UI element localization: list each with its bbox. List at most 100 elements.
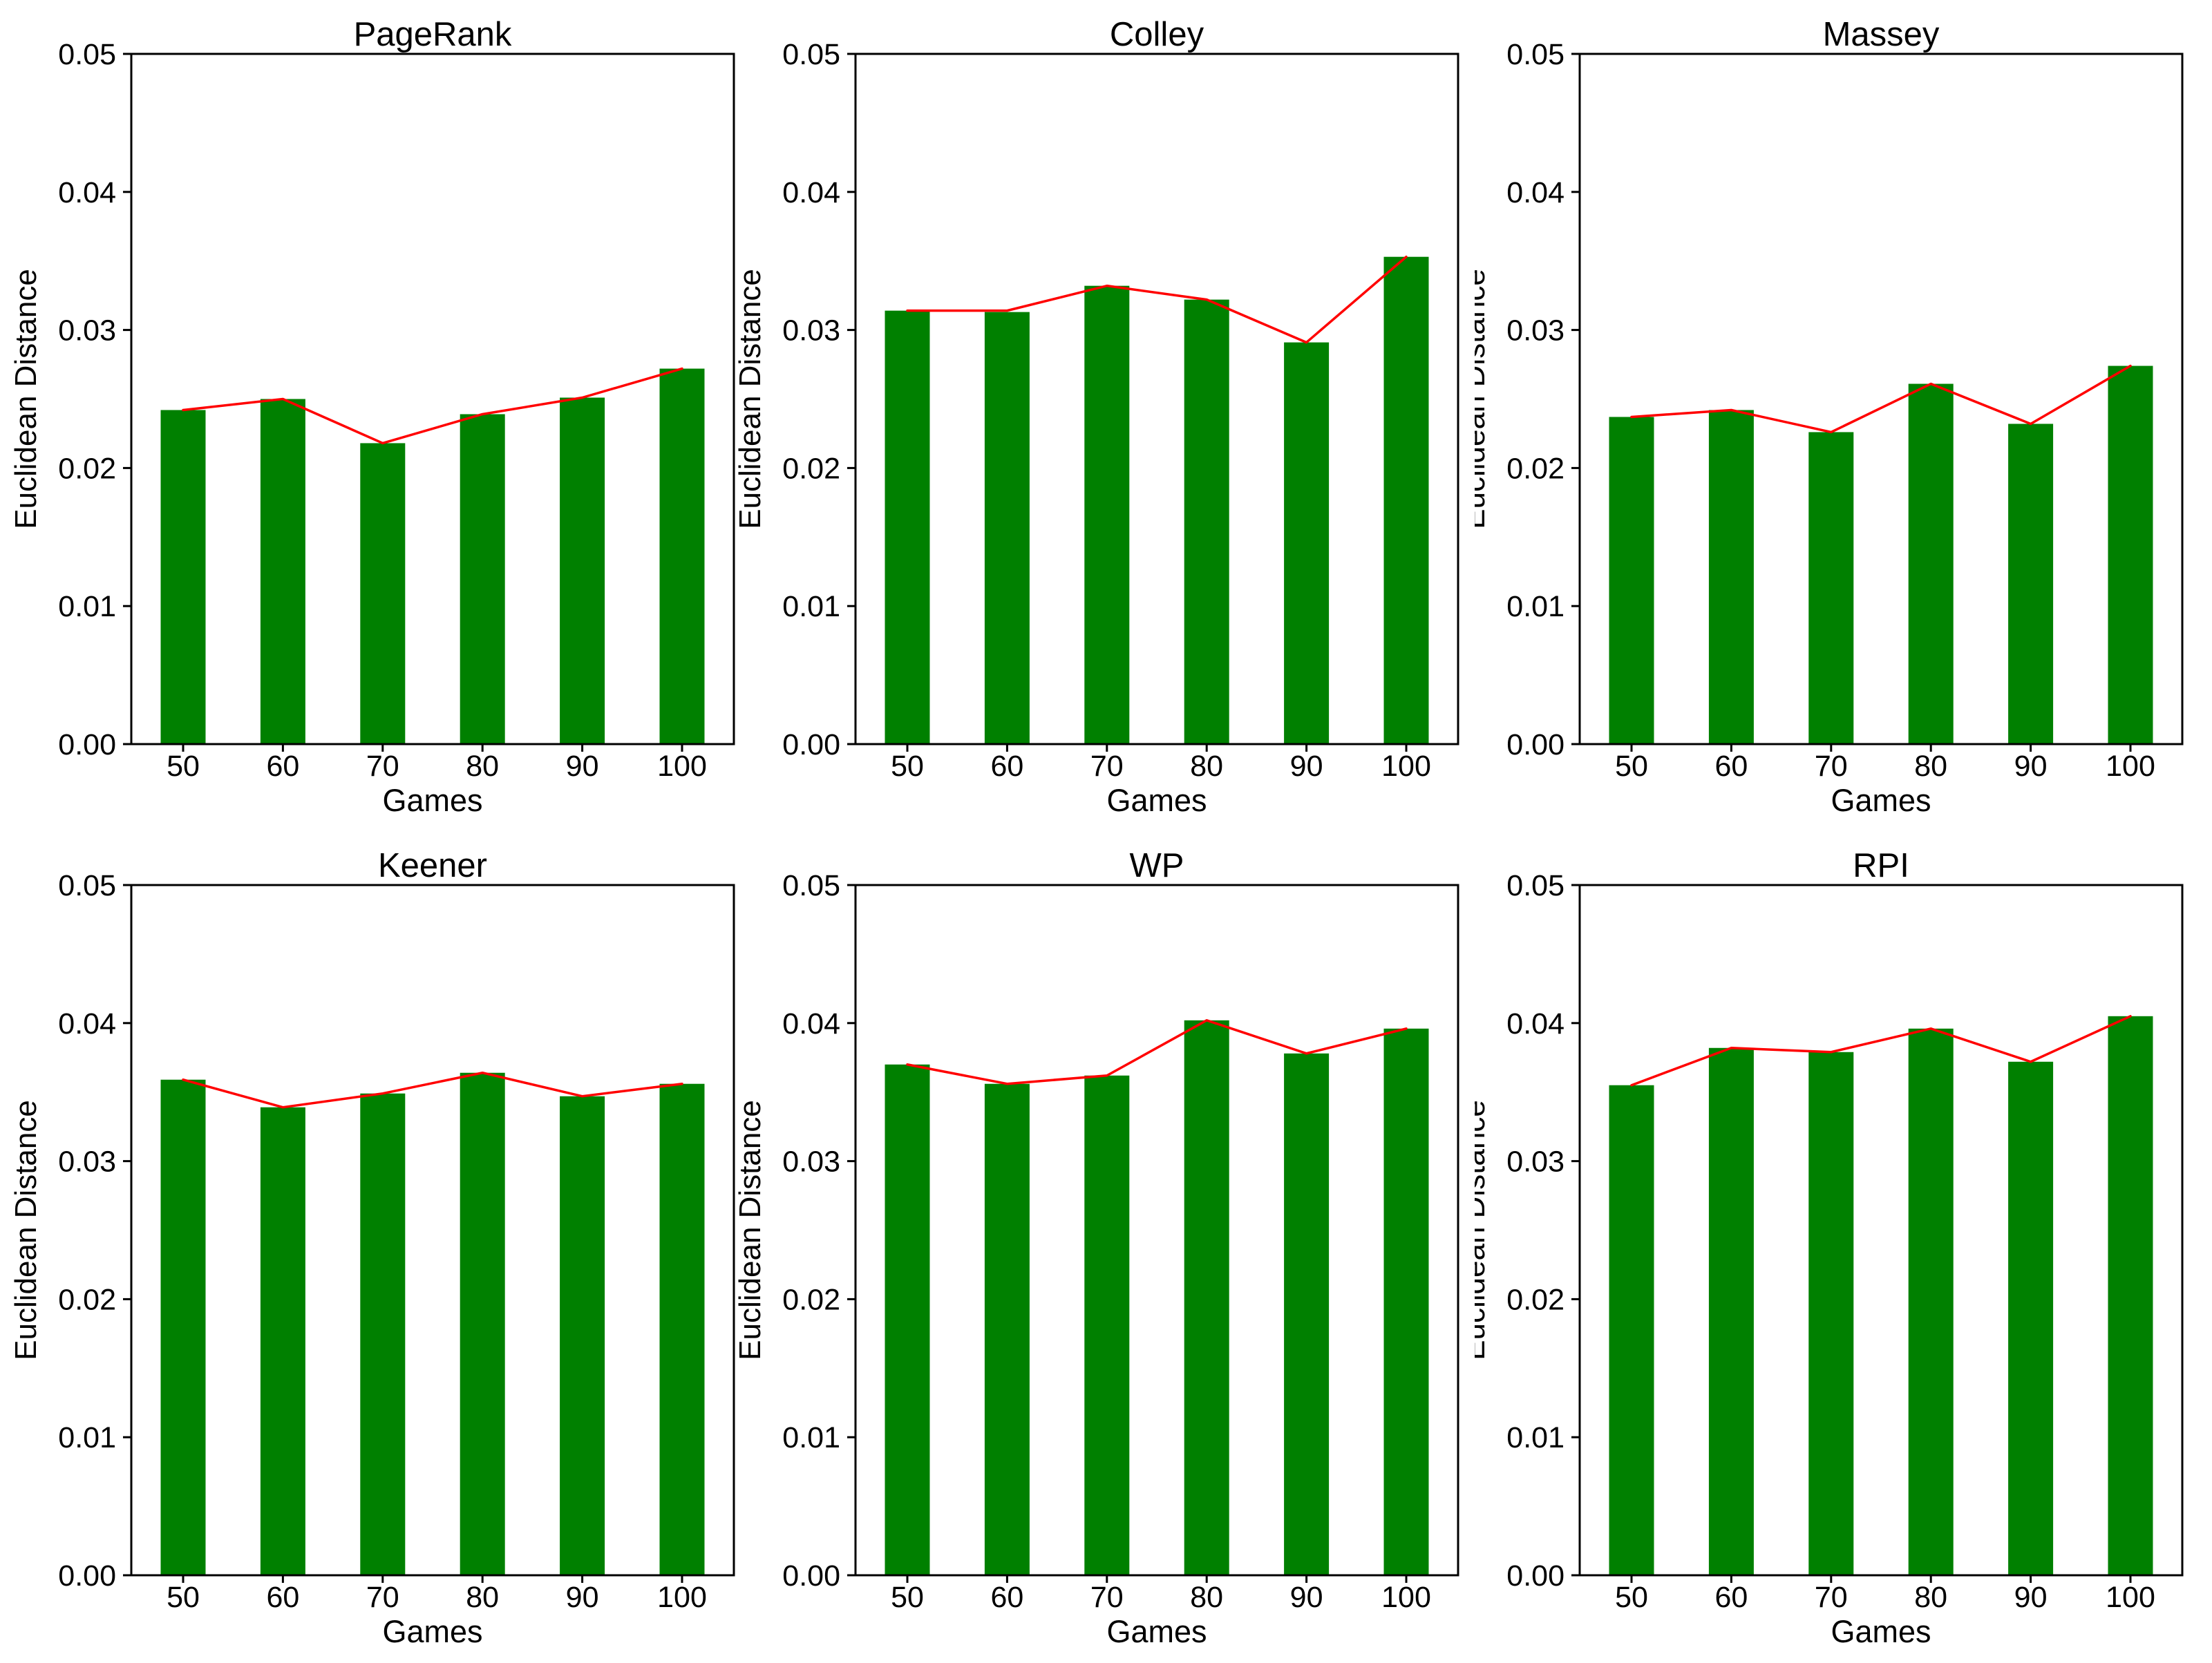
y-tick-label: 0.02 [1506, 452, 1565, 485]
trend-line [1630, 364, 2132, 434]
y-tick-label: 0.01 [58, 590, 116, 623]
x-tick-label: 100 [657, 1581, 707, 1614]
x-tick-label: 50 [891, 750, 924, 783]
y-tick-label: 0.01 [782, 590, 840, 623]
subplot-massey: Massey 0.00 0.01 0.02 0.03 0.04 0.05 50 60 70 80 90… [1475, 0, 2212, 831]
x-tick-label: 70 [366, 1581, 399, 1614]
y-axis-label: Euclidean Distance [737, 1100, 767, 1360]
x-tick-label: 100 [1381, 750, 1431, 783]
x-tick-label: 90 [1290, 1581, 1323, 1614]
chart-svg: Keener 0.00 0.01 0.02 0.03 0.04 0.05 50 60 70 80 90… [9, 847, 735, 1649]
axes-frame [854, 884, 1459, 1577]
bar [1284, 342, 1330, 744]
x-tick-label: 60 [1714, 750, 1748, 783]
y-tick-label: 0.01 [782, 1421, 840, 1454]
chart-title: PageRank [354, 16, 512, 53]
x-tick-label: 80 [466, 750, 499, 783]
x-tick-label: 70 [1090, 750, 1124, 783]
y-tick-label: 0.04 [58, 176, 116, 209]
x-axis-label: Games [1831, 783, 1931, 818]
y-axis-label: Euclidean Distance [1475, 1100, 1491, 1360]
x-tick-label: 50 [167, 1581, 200, 1614]
subplot-colley: Colley 0.00 0.01 0.02 0.03 0.04 0.05 50 60 70 80 90… [737, 0, 1475, 831]
bar [2108, 365, 2153, 744]
y-tick-label: 0.04 [1506, 1007, 1565, 1040]
y-tick-label: 0.03 [58, 1146, 116, 1179]
x-axis-label: Games [1831, 1614, 1931, 1649]
trend-line [906, 255, 1408, 344]
bar [1084, 285, 1130, 744]
y-tick-label: 0.03 [58, 314, 116, 348]
bar [160, 410, 206, 744]
x-tick-label: 60 [266, 1581, 299, 1614]
x-axis-label: Games [1106, 1614, 1207, 1649]
y-tick-label: 0.05 [782, 869, 840, 902]
bar [1084, 1075, 1130, 1575]
x-tick-label: 100 [657, 750, 707, 783]
axes-frame [854, 53, 1459, 745]
y-tick-label: 0.05 [58, 38, 116, 71]
chart-title: WP [1130, 847, 1184, 884]
y-tick-label: 0.00 [1506, 728, 1565, 761]
x-tick-label: 90 [566, 750, 599, 783]
bar [984, 312, 1030, 745]
axes-frame [130, 884, 735, 1577]
x-tick-label: 60 [990, 750, 1023, 783]
y-tick-label: 0.04 [1506, 176, 1565, 209]
y-tick-label: 0.02 [782, 1283, 840, 1316]
y-tick-label: 0.04 [782, 1007, 840, 1040]
x-axis-label: Games [382, 1614, 482, 1649]
subplot-pagerank: PageRank 0.00 0.01 0.02 0.03 0.04 0.05 50 60 70 80… [0, 0, 737, 831]
x-tick-label: 50 [891, 1581, 924, 1614]
y-tick-label: 0.01 [1506, 1421, 1565, 1454]
x-tick-label: 80 [1914, 1581, 1947, 1614]
bar [1708, 1047, 1754, 1575]
chart-svg: Massey 0.00 0.01 0.02 0.03 0.04 0.05 50 60 70 80 90… [1475, 16, 2184, 818]
bar [1609, 1085, 1654, 1575]
subplot-wp: WP 0.00 0.01 0.02 0.03 0.04 0.05 50 60 70 80 90 100 G… [737, 831, 1475, 1662]
x-tick-label: 70 [1090, 1581, 1124, 1614]
chart-title: Keener [378, 847, 487, 884]
x-tick-label: 80 [1914, 750, 1947, 783]
bar [885, 1064, 930, 1575]
bar [1808, 432, 1854, 744]
y-axis-label: Euclidean Distance [9, 1100, 43, 1360]
y-tick-label: 0.02 [782, 452, 840, 485]
x-tick-label: 70 [1815, 1581, 1848, 1614]
trend-line [906, 1019, 1408, 1085]
bar [560, 397, 605, 744]
subplot-keener: Keener 0.00 0.01 0.02 0.03 0.04 0.05 50 60 70 80 90… [0, 831, 737, 1662]
trend-line [182, 367, 683, 445]
bar [260, 399, 305, 744]
bar [2008, 424, 2054, 744]
chart-title: Massey [1823, 16, 1940, 53]
bar [460, 414, 505, 744]
bar [1383, 256, 1429, 744]
y-tick-label: 0.01 [58, 1421, 116, 1454]
x-axis-label: Games [1106, 783, 1207, 818]
x-tick-label: 60 [1714, 1581, 1748, 1614]
y-tick-label: 0.03 [782, 314, 840, 348]
bar [2108, 1016, 2153, 1575]
bar [1383, 1028, 1429, 1575]
x-tick-label: 50 [167, 750, 200, 783]
x-tick-label: 80 [1190, 750, 1223, 783]
bar [984, 1083, 1030, 1575]
x-tick-label: 100 [2106, 1581, 2155, 1614]
bar [160, 1079, 206, 1575]
axes-frame [1578, 884, 2184, 1577]
bar [1908, 1028, 1954, 1575]
x-tick-label: 100 [2106, 750, 2155, 783]
x-tick-label: 80 [1190, 1581, 1223, 1614]
x-tick-label: 90 [566, 1581, 599, 1614]
x-tick-label: 70 [1815, 750, 1848, 783]
x-tick-label: 100 [1381, 1581, 1431, 1614]
y-tick-label: 0.02 [58, 1283, 116, 1316]
chart-svg: Colley 0.00 0.01 0.02 0.03 0.04 0.05 50 60 70 80 90… [737, 16, 1459, 818]
y-tick-label: 0.00 [782, 728, 840, 761]
x-tick-label: 90 [2014, 750, 2048, 783]
chart-title: RPI [1853, 847, 1909, 884]
x-tick-label: 60 [266, 750, 299, 783]
y-tick-label: 0.03 [1506, 314, 1565, 348]
